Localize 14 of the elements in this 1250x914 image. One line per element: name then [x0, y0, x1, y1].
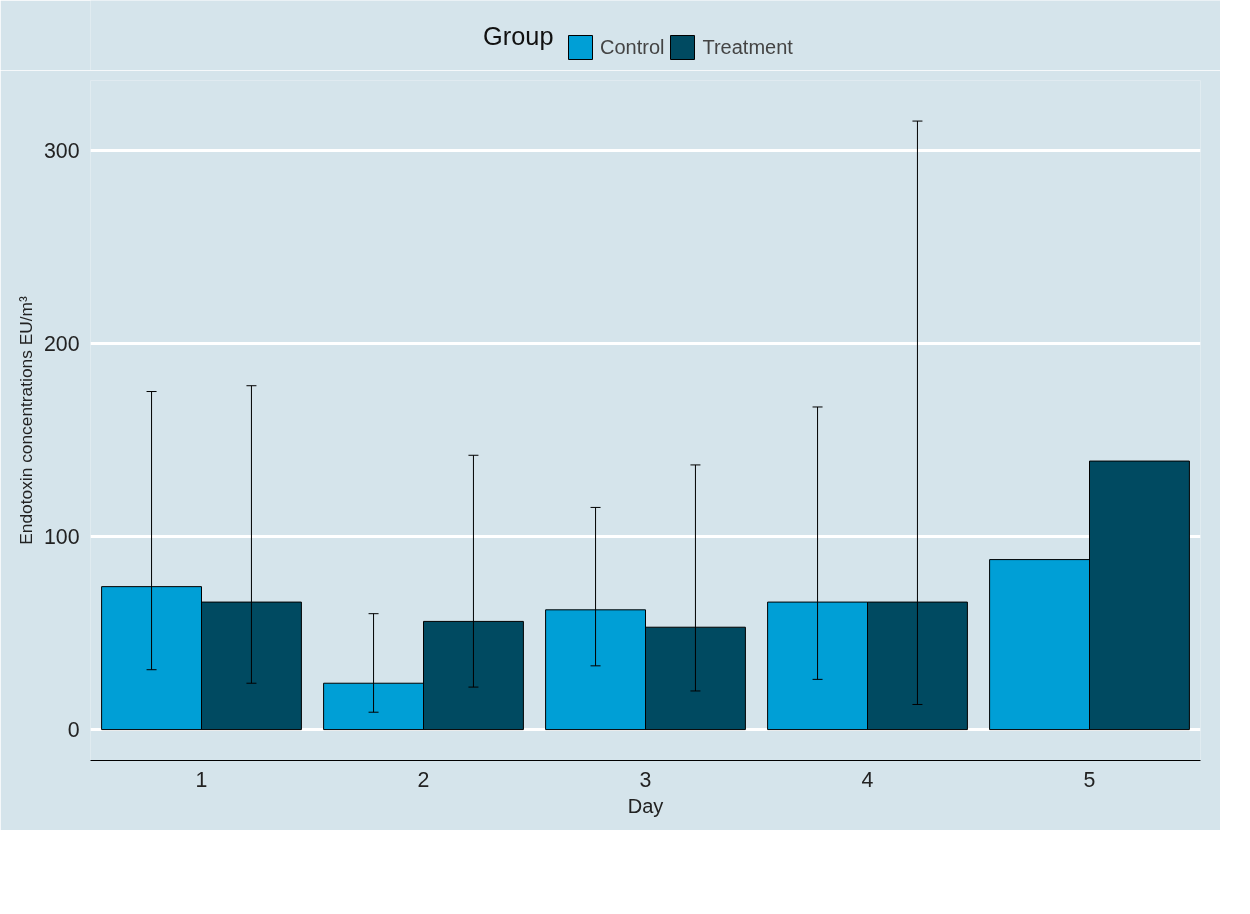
x-tick-label: 1: [195, 767, 208, 792]
x-tick-label: 2: [417, 767, 430, 792]
legend-label: Control: [600, 35, 665, 59]
x-tick-label: 5: [1083, 767, 1096, 792]
y-tick-label: 100: [43, 524, 80, 549]
y-tick-label: 0: [67, 718, 80, 743]
legend-label: Treatment: [702, 35, 793, 59]
x-tick-label: 3: [639, 767, 652, 792]
y-tick-label: 200: [43, 331, 80, 356]
x-tick-label: 4: [861, 767, 874, 792]
y-tick-label: 300: [43, 138, 80, 163]
legend-title: Group: [483, 21, 554, 50]
y-axis-title: Endotoxin concentrations EU/m³: [15, 296, 36, 545]
x-axis-title: Day: [627, 794, 664, 817]
